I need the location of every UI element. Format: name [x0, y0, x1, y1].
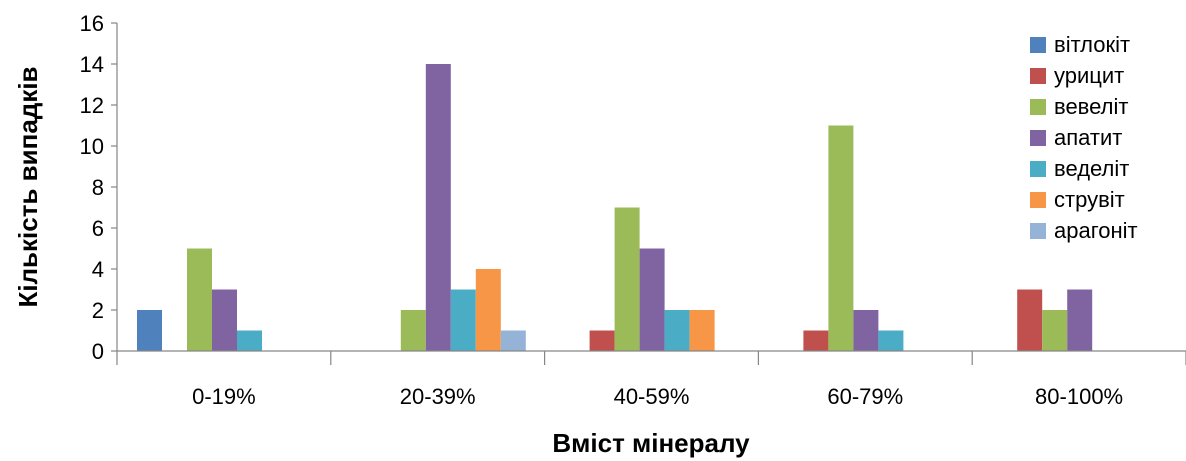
bar: [1017, 289, 1043, 351]
y-tick-label: 14: [80, 52, 104, 77]
legend-swatch: [1030, 161, 1046, 177]
x-tick-label: 20-39%: [400, 384, 476, 409]
bar: [212, 289, 237, 351]
bar: [828, 125, 854, 351]
legend-swatch: [1030, 68, 1046, 84]
bar: [878, 330, 904, 351]
legend-swatch: [1030, 130, 1046, 146]
bar: [187, 248, 212, 351]
x-axis-title: Вміст мінералу: [552, 428, 750, 458]
x-tick-label: 0-19%: [192, 384, 256, 409]
bar: [475, 269, 501, 351]
y-axis-title: Кількість випадків: [13, 66, 43, 307]
legend-label: апатит: [1054, 125, 1122, 150]
legend-label: вевеліт: [1054, 94, 1128, 119]
y-axis-ticks: 0 2 4 6 8 10 12 14 16: [80, 11, 117, 364]
bars: [137, 64, 1093, 351]
bar: [614, 207, 640, 351]
legend-label: вітлокіт: [1054, 32, 1130, 57]
bar: [1067, 289, 1093, 351]
legend-swatch: [1030, 37, 1046, 53]
bar: [450, 289, 476, 351]
legend-label: струвіт: [1054, 187, 1125, 212]
x-tick-label: 40-59%: [614, 384, 690, 409]
bar: [803, 330, 829, 351]
x-tick-label: 60-79%: [827, 384, 903, 409]
bar: [237, 330, 262, 351]
bar: [589, 330, 615, 351]
y-tick-label: 10: [80, 134, 104, 159]
legend-swatch: [1030, 99, 1046, 115]
bar: [853, 310, 879, 351]
x-axis-ticks: 0-19% 20-39% 40-59% 60-79% 80-100%: [116, 351, 1186, 409]
y-tick-label: 8: [92, 175, 104, 200]
bar: [1042, 310, 1068, 351]
y-tick-label: 16: [80, 11, 104, 36]
legend-label: урицит: [1054, 63, 1124, 88]
bar: [639, 248, 665, 351]
legend-label: веделіт: [1054, 156, 1129, 181]
bar: [137, 310, 162, 351]
bar: [664, 310, 690, 351]
legend: вітлокіт урицит вевеліт апатит веделіт струві…: [1030, 32, 1138, 243]
legend-label: арагоніт: [1054, 218, 1138, 243]
bar: [689, 310, 715, 351]
y-tick-label: 12: [80, 93, 104, 118]
y-tick-label: 2: [92, 298, 104, 323]
legend-swatch: [1030, 192, 1046, 208]
bar: [400, 310, 426, 351]
bar: [500, 330, 526, 351]
y-tick-label: 4: [92, 257, 104, 282]
y-tick-label: 6: [92, 216, 104, 241]
legend-swatch: [1030, 223, 1046, 239]
bar: [425, 64, 451, 351]
y-tick-label: 0: [92, 339, 104, 364]
x-tick-label: 80-100%: [1035, 384, 1123, 409]
